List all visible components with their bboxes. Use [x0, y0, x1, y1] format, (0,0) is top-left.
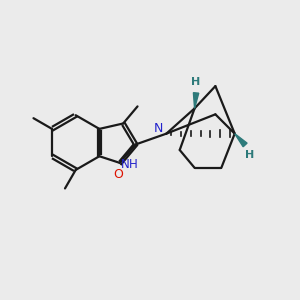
Polygon shape [194, 93, 199, 108]
Polygon shape [235, 134, 247, 147]
Text: H: H [129, 158, 138, 171]
Text: H: H [191, 77, 201, 87]
Text: N: N [153, 122, 163, 135]
Text: O: O [114, 168, 124, 181]
Text: N: N [121, 158, 129, 171]
Text: H: H [245, 150, 254, 160]
